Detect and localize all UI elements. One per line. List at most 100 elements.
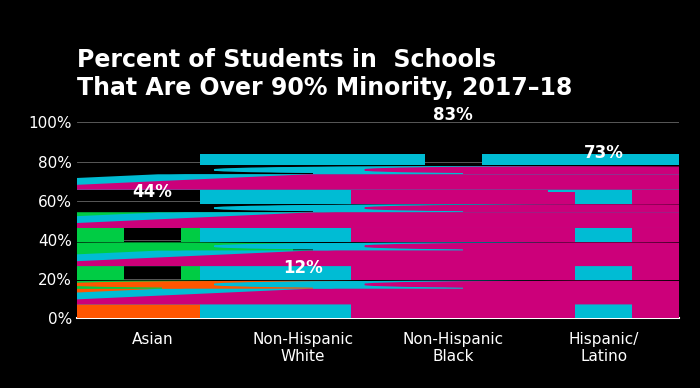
Polygon shape — [0, 289, 700, 304]
Circle shape — [214, 167, 665, 173]
Circle shape — [64, 282, 514, 288]
Circle shape — [214, 205, 665, 211]
Circle shape — [214, 282, 665, 288]
Polygon shape — [0, 174, 700, 190]
Polygon shape — [0, 266, 97, 280]
Circle shape — [392, 282, 700, 288]
Polygon shape — [313, 173, 566, 174]
Polygon shape — [378, 304, 575, 318]
Polygon shape — [351, 304, 548, 318]
Polygon shape — [228, 190, 424, 204]
Polygon shape — [509, 154, 700, 165]
Polygon shape — [0, 213, 700, 228]
Polygon shape — [200, 190, 398, 204]
Polygon shape — [0, 251, 700, 266]
Polygon shape — [0, 289, 700, 304]
Polygon shape — [313, 249, 566, 251]
Polygon shape — [0, 289, 700, 304]
Polygon shape — [340, 288, 594, 289]
Polygon shape — [0, 213, 700, 227]
Polygon shape — [0, 289, 700, 304]
Polygon shape — [181, 266, 378, 280]
Polygon shape — [659, 192, 700, 204]
Polygon shape — [633, 266, 700, 280]
Circle shape — [241, 167, 692, 173]
Polygon shape — [200, 228, 398, 242]
Polygon shape — [12, 288, 265, 289]
Circle shape — [0, 243, 364, 249]
Circle shape — [241, 282, 692, 288]
Circle shape — [241, 243, 692, 249]
Polygon shape — [0, 251, 700, 266]
Polygon shape — [39, 288, 293, 289]
Polygon shape — [378, 192, 575, 204]
Text: Percent of Students in  Schools
That Are Over 90% Minority, 2017–18: Percent of Students in Schools That Are … — [77, 48, 573, 100]
Polygon shape — [659, 266, 700, 280]
Polygon shape — [509, 190, 700, 204]
Polygon shape — [340, 211, 594, 213]
Polygon shape — [0, 251, 700, 266]
Polygon shape — [659, 304, 700, 318]
Polygon shape — [340, 249, 594, 251]
Polygon shape — [633, 190, 700, 204]
Circle shape — [0, 282, 364, 288]
Polygon shape — [491, 211, 700, 213]
Circle shape — [365, 167, 700, 173]
Polygon shape — [228, 228, 424, 242]
Polygon shape — [200, 304, 398, 318]
Polygon shape — [463, 211, 700, 213]
Circle shape — [241, 205, 692, 211]
Polygon shape — [351, 190, 548, 204]
Polygon shape — [181, 228, 378, 242]
Text: 44%: 44% — [132, 183, 172, 201]
Polygon shape — [12, 249, 265, 251]
Polygon shape — [0, 251, 700, 266]
Polygon shape — [378, 266, 575, 280]
Polygon shape — [162, 288, 416, 289]
Text: 12%: 12% — [283, 259, 323, 277]
Polygon shape — [633, 228, 700, 242]
Polygon shape — [378, 228, 575, 242]
Polygon shape — [208, 228, 405, 242]
Polygon shape — [0, 174, 700, 190]
Polygon shape — [0, 289, 700, 304]
Polygon shape — [463, 249, 700, 251]
Polygon shape — [340, 173, 594, 174]
Polygon shape — [482, 190, 679, 204]
Polygon shape — [39, 249, 293, 251]
Polygon shape — [0, 304, 97, 318]
Circle shape — [392, 205, 700, 211]
Polygon shape — [0, 251, 700, 266]
Polygon shape — [0, 228, 97, 242]
Circle shape — [392, 243, 700, 249]
Polygon shape — [659, 228, 700, 242]
Polygon shape — [482, 266, 679, 280]
Polygon shape — [482, 304, 679, 318]
Polygon shape — [200, 154, 398, 165]
Polygon shape — [482, 154, 679, 165]
Polygon shape — [0, 289, 700, 304]
Polygon shape — [509, 304, 700, 318]
Polygon shape — [208, 266, 405, 280]
Polygon shape — [0, 251, 700, 266]
Polygon shape — [332, 304, 528, 318]
Polygon shape — [633, 192, 700, 204]
Polygon shape — [313, 288, 566, 289]
Circle shape — [214, 243, 665, 249]
Polygon shape — [0, 213, 700, 228]
Polygon shape — [0, 174, 700, 190]
Polygon shape — [0, 289, 700, 304]
Polygon shape — [351, 266, 548, 280]
Text: 73%: 73% — [584, 144, 624, 163]
Polygon shape — [0, 213, 700, 227]
Polygon shape — [351, 228, 548, 242]
Polygon shape — [0, 228, 123, 242]
Circle shape — [365, 243, 700, 249]
Polygon shape — [351, 192, 548, 204]
Polygon shape — [50, 304, 247, 318]
Circle shape — [365, 282, 700, 288]
Polygon shape — [0, 304, 123, 318]
Polygon shape — [633, 304, 700, 318]
Circle shape — [0, 282, 391, 288]
Polygon shape — [491, 249, 700, 251]
